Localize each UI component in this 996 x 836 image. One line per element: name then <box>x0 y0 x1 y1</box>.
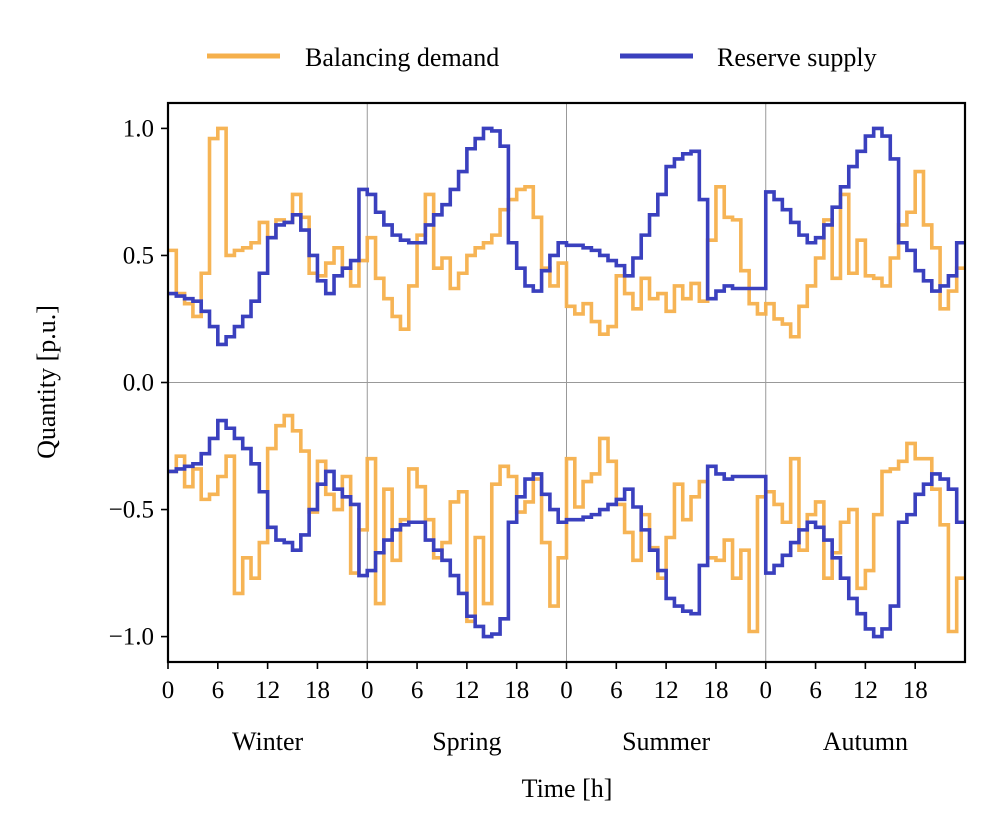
legend-label-balancing-demand: Balancing demand <box>305 43 499 72</box>
season-label-spring: Spring <box>432 727 501 756</box>
season-label-summer: Summer <box>622 727 710 756</box>
x-tick-label: 6 <box>411 677 424 704</box>
y-tick-label: 1.0 <box>123 115 154 142</box>
series-layer <box>168 126 965 639</box>
x-tick-label: 12 <box>454 677 479 704</box>
x-tick-label: 18 <box>504 677 529 704</box>
x-tick-label: 0 <box>760 677 773 704</box>
x-tick-label: 18 <box>903 677 928 704</box>
season-label-winter: Winter <box>232 727 303 756</box>
x-tick-label: 0 <box>560 677 573 704</box>
x-tick-label: 18 <box>703 677 728 704</box>
x-tick-label: 6 <box>610 677 623 704</box>
x-axis: 0 6 12 18 0 6 12 18 0 6 12 18 0 6 12 18 <box>162 662 928 704</box>
series-line-reserve-supply-lower <box>168 418 965 639</box>
y-tick-label: 0.5 <box>123 242 154 269</box>
x-tick-label: 18 <box>305 677 330 704</box>
x-tick-label: 0 <box>162 677 175 704</box>
x-tick-label: 0 <box>361 677 374 704</box>
series-line-balancing-demand-lower <box>168 413 965 634</box>
x-tick-label: 6 <box>809 677 822 704</box>
y-axis-title: Quantity [p.u.] <box>32 305 61 459</box>
x-axis-title: Time [h] <box>522 774 613 803</box>
season-labels: Winter Spring Summer Autumn <box>232 727 908 756</box>
x-tick-label: 12 <box>654 677 679 704</box>
legend-label-reserve-supply: Reserve supply <box>717 43 877 72</box>
x-tick-label: 6 <box>212 677 225 704</box>
x-tick-label: 12 <box>255 677 280 704</box>
legend: Balancing demand Reserve supply <box>207 43 877 72</box>
y-tick-label: 0.0 <box>123 370 154 397</box>
y-axis: −1.0 −0.5 0.0 0.5 1.0 <box>109 115 168 651</box>
y-tick-label: −0.5 <box>109 497 154 524</box>
season-label-autumn: Autumn <box>823 727 908 756</box>
y-tick-label: −1.0 <box>109 624 154 651</box>
x-tick-label: 12 <box>853 677 878 704</box>
series-line-reserve-supply-upper <box>168 126 965 347</box>
